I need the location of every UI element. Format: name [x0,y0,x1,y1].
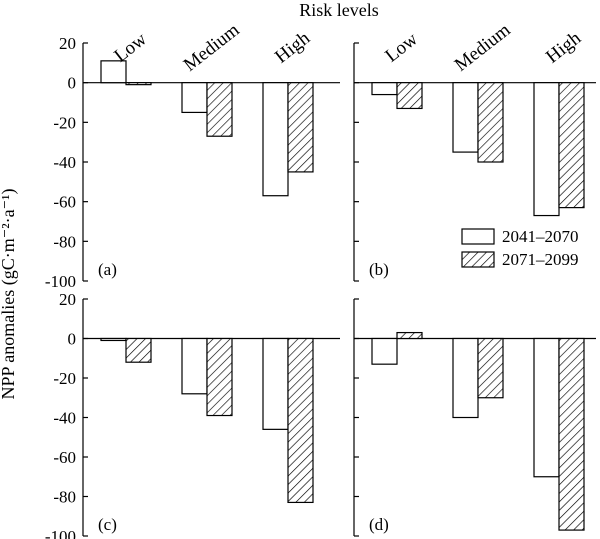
bar-low-2041-2070 [100,337,127,342]
bar-high-2071-2099 [558,337,585,531]
panel-label: (c) [98,515,117,534]
risk-label-medium: Medium [180,19,244,75]
bar-low-2041-2070 [100,60,127,84]
bar-high-2041-2070 [262,337,289,430]
panel-4: (d) [353,298,596,537]
bar-medium-2041-2070 [452,337,479,419]
y-tick-label: -40 [53,409,76,428]
bar-high-2071-2099 [287,337,314,504]
bar-low-2071-2099 [125,82,152,86]
y-tick-label: -20 [53,113,76,132]
bar-medium-2041-2070 [452,82,479,153]
legend-label-1: 2041–2070 [502,227,579,246]
bar-low-2071-2099 [396,82,423,110]
bar-medium-2041-2070 [181,82,208,114]
panel-label: (d) [369,515,389,534]
risk-label-low: Low [381,28,422,66]
bar-high-2071-2099 [558,82,585,209]
legend-label-2: 2071–2099 [502,250,579,269]
panel-label: (a) [98,260,117,279]
y-tick-label: -20 [53,369,76,388]
bar-low-2041-2070 [371,82,398,96]
bar-low-2071-2099 [396,331,423,340]
legend-swatch-1 [461,228,495,245]
bar-high-2071-2099 [287,82,314,173]
panel-label: (b) [369,260,389,279]
bar-medium-2071-2099 [206,337,233,417]
y-tick-label: 0 [68,330,77,349]
bar-low-2041-2070 [371,337,398,365]
y-tick-label: -80 [53,232,76,251]
y-tick-label: -100 [45,527,76,539]
bar-high-2041-2070 [533,82,560,217]
bar-high-2041-2070 [262,82,289,197]
bar-medium-2041-2070 [181,337,208,395]
y-tick-label: 0 [68,74,77,93]
y-tick-label: -60 [53,193,76,212]
chart-title: Risk levels [299,0,379,20]
risk-label-medium: Medium [451,19,515,75]
risk-label-high: High [271,27,314,67]
bar-medium-2071-2099 [477,82,504,163]
y-tick-label: -100 [45,272,76,291]
y-tick-label: -60 [53,448,76,467]
risk-label-high: High [542,27,585,67]
legend: 2041–2070 2071–2099 [461,227,579,269]
bar-medium-2071-2099 [206,82,233,137]
y-tick-label: 20 [59,34,76,53]
bar-medium-2071-2099 [477,337,504,399]
y-tick-label: -40 [53,153,76,172]
legend-swatch-2 [461,251,495,268]
y-tick-label: 20 [59,290,76,309]
y-axis-label: NPP anomalies (gC·m⁻²·a⁻¹) [0,188,19,399]
y-tick-label: -80 [53,488,76,507]
panel-3: 20 0 -20 -40 -60 -80 -100 (c) [45,290,340,539]
bar-high-2041-2070 [533,337,560,478]
bar-low-2071-2099 [125,337,152,363]
